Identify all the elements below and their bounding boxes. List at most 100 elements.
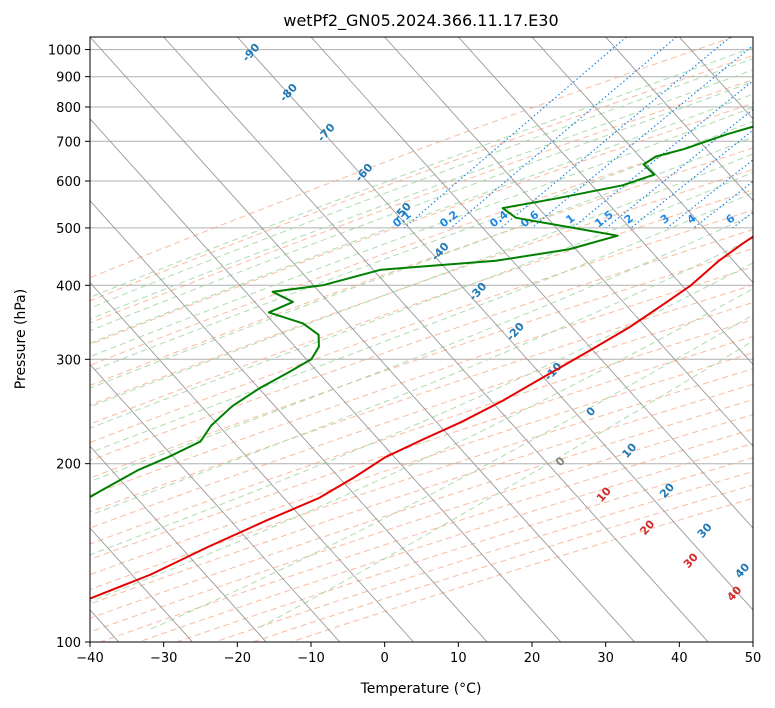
mixing-ratio-label: 2 <box>622 212 636 227</box>
dry-adiabat-line <box>90 37 734 279</box>
dry-adiabat-line <box>176 457 753 642</box>
x-tick-label: 50 <box>745 651 762 666</box>
y-tick-label: 900 <box>56 71 81 86</box>
moist-adiabat-line <box>90 106 753 358</box>
dry-adiabat-line <box>90 302 753 529</box>
isotherm-line <box>163 37 709 642</box>
moist-adiabat-line <box>90 153 753 408</box>
y-tick-label: 400 <box>56 279 81 294</box>
isotherm-line <box>752 37 753 38</box>
moist-adiabat-line <box>90 57 753 309</box>
isotherm-label: 20 <box>657 480 677 500</box>
isotherm-line <box>236 37 753 611</box>
mixing-ratio-label: 3 <box>658 212 672 227</box>
isotherm-line <box>90 281 414 642</box>
moist-adiabat-label: 40 <box>724 583 744 603</box>
moist-adiabat-line <box>90 69 753 320</box>
dry-adiabat-line <box>138 442 753 642</box>
moist-adiabat-line <box>90 288 753 603</box>
mixing-ratio-line <box>761 37 775 228</box>
isotherm-label: 10 <box>619 440 639 460</box>
y-tick-label: 500 <box>56 222 81 237</box>
isotherm-line <box>457 37 753 366</box>
mixing-ratio-line <box>666 159 753 229</box>
y-tick-label: 100 <box>56 636 81 651</box>
isotherm-line <box>678 37 753 120</box>
isotherm-label: -30 <box>466 280 489 304</box>
y-tick-label: 300 <box>56 353 81 368</box>
moist-adiabat-line <box>90 237 753 516</box>
mixing-ratio-line <box>531 44 753 229</box>
moist-adiabat-line <box>90 191 753 454</box>
isotherm-label: 0 <box>584 404 599 419</box>
mixing-ratio-line <box>500 37 731 229</box>
y-tick-label: 600 <box>56 175 81 190</box>
dry-adiabat-line <box>214 470 753 642</box>
mixing-ratio-line <box>630 129 753 229</box>
x-tick-label: 30 <box>597 651 614 666</box>
isotherm-line <box>90 200 488 642</box>
isotherm-label: 40 <box>732 560 752 580</box>
moist-adiabat-label: 0 <box>553 454 568 469</box>
isotherm-line <box>605 37 753 202</box>
isotherm-label: -80 <box>277 81 300 105</box>
x-tick-label: 0 <box>381 651 389 666</box>
y-tick-label: 1000 <box>48 44 81 59</box>
y-tick-label: 700 <box>56 135 81 150</box>
isotherm-label: -40 <box>429 240 452 264</box>
isotherm-label: 30 <box>695 520 715 540</box>
dry-adiabat-line <box>90 414 753 633</box>
moist-adiabat-line <box>90 136 753 389</box>
isotherm-line <box>531 37 753 284</box>
x-tick-label: 10 <box>450 651 467 666</box>
y-tick-label: 800 <box>56 101 81 116</box>
x-tick-label: −10 <box>297 651 324 666</box>
isotherm-line <box>310 37 753 529</box>
mixing-ratio-label: 8 <box>752 212 766 227</box>
isotherm-line <box>384 37 753 447</box>
moist-adiabat-line <box>90 93 753 344</box>
isotherm-label: -20 <box>504 320 527 344</box>
mixing-ratio-line <box>693 180 753 229</box>
isotherm-line <box>90 445 267 642</box>
isotherm-line <box>90 527 193 642</box>
dry-adiabat-line <box>90 335 753 560</box>
mixing-ratio-line <box>572 79 753 229</box>
mixing-ratio-line <box>450 37 677 229</box>
temperature-profile-line <box>90 235 753 600</box>
moist-adiabat-line <box>90 213 753 483</box>
dry-adiabat-line <box>90 79 753 324</box>
x-tick-label: 20 <box>524 651 541 666</box>
isotherm-line <box>90 363 341 642</box>
moist-adiabat-line <box>90 46 753 298</box>
dewpoint-profile-line <box>90 125 753 499</box>
moist-adiabat-label: 30 <box>681 550 701 570</box>
dry-adiabat-line <box>90 399 753 619</box>
x-axis-title: Temperature (°C) <box>360 681 482 697</box>
x-tick-label: 40 <box>671 651 688 666</box>
dry-adiabat-line <box>100 428 753 642</box>
chart-title: wetPf2_GN05.2024.366.11.17.E30 <box>283 11 558 31</box>
moist-adiabat-line <box>90 81 753 332</box>
y-tick-label: 200 <box>56 458 81 473</box>
moist-adiabat-line <box>90 121 753 373</box>
x-tick-label: −40 <box>76 651 103 666</box>
moist-adiabat-label: 20 <box>637 517 657 537</box>
plot-frame <box>89 36 754 643</box>
moist-adiabat-label: 10 <box>594 484 614 504</box>
isotherm-line <box>90 118 562 642</box>
mixing-ratio-line <box>403 37 627 229</box>
dry-adiabat-line <box>90 319 753 545</box>
dry-adiabat-line <box>90 102 753 346</box>
mixing-ratio-line <box>605 108 753 229</box>
x-tick-label: −20 <box>224 651 251 666</box>
moist-adiabat-line <box>149 314 753 630</box>
moist-adiabat-line <box>90 171 753 429</box>
mixing-ratio-label: 1.5 <box>592 208 615 230</box>
x-tick-label: −30 <box>150 651 177 666</box>
y-axis-title: Pressure (hPa) <box>13 289 29 389</box>
mixing-ratio-label: 4 <box>685 211 699 226</box>
isotherm-line <box>90 37 635 642</box>
mixing-ratio-label: 6 <box>724 211 738 226</box>
